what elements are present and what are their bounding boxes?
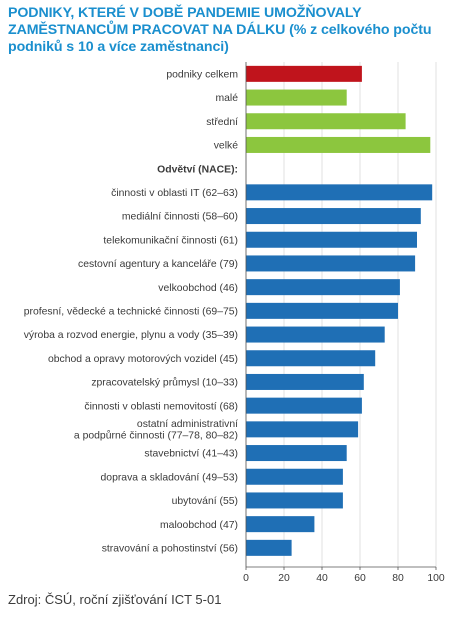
bar xyxy=(246,255,416,272)
category-label: výroba a rozvod energie, plynu a vody (3… xyxy=(24,330,238,341)
category-label: zpracovatelský průmysl (10–33) xyxy=(91,377,238,389)
bar xyxy=(246,89,347,106)
category-label: ubytování (55) xyxy=(172,496,238,507)
category-label: doprava a skladování (49–53) xyxy=(101,472,238,483)
category-label: mediální činnosti (58–60) xyxy=(122,212,238,223)
bar xyxy=(246,492,343,509)
bar xyxy=(246,445,347,462)
bar xyxy=(246,326,385,343)
category-label: podniky celkem xyxy=(166,69,238,80)
category-label: maloobchod (47) xyxy=(160,520,238,531)
category-label: profesní, vědecké a technické činnosti (… xyxy=(24,306,238,317)
category-label: činnosti v oblasti nemovitostí (68) xyxy=(84,401,238,412)
category-label: činnosti v oblasti IT (62–63) xyxy=(111,188,238,199)
x-tick-label: 0 xyxy=(243,573,249,584)
bar xyxy=(246,468,343,485)
bar xyxy=(246,113,406,130)
x-axis: 0 20 40 60 80 100 xyxy=(243,62,445,584)
bar xyxy=(246,516,315,533)
category-label: cestovní agentury a kanceláře (79) xyxy=(78,259,238,270)
category-labels: podniky celkem malé střední velké Odvětví (N… xyxy=(24,69,239,554)
x-tick-label: 100 xyxy=(427,573,445,584)
x-tick-label: 80 xyxy=(392,573,404,584)
category-label: obchod a opravy motorových vozidel (45) xyxy=(48,354,238,365)
bar xyxy=(246,350,376,367)
bar xyxy=(246,184,433,201)
category-label: střední xyxy=(206,117,238,128)
section-heading: Odvětví (NACE): xyxy=(157,164,238,175)
bar xyxy=(246,373,364,390)
bar xyxy=(246,539,292,556)
bar xyxy=(246,302,398,319)
category-label: telekomunikační činnosti (61) xyxy=(103,235,238,246)
category-label: stavebnictví (41–43) xyxy=(144,449,238,460)
source-note: Zdroj: ČSÚ, roční zjišťování ICT 5-01 xyxy=(8,592,222,607)
bar xyxy=(246,208,421,225)
bar xyxy=(246,136,431,153)
chart-bars xyxy=(246,65,433,556)
category-label: malé xyxy=(215,93,238,104)
bar xyxy=(246,279,400,296)
category-label: ostatní administrativní a podpůrné činnos… xyxy=(74,419,238,442)
category-label: velkoobchod (46) xyxy=(158,283,238,294)
bar xyxy=(246,421,359,438)
bar xyxy=(246,231,417,248)
x-tick-label: 40 xyxy=(316,573,328,584)
category-label: stravování a pohostinství (56) xyxy=(102,543,238,554)
x-tick-label: 60 xyxy=(354,573,366,584)
bar xyxy=(246,65,362,82)
x-tick-label: 20 xyxy=(278,573,290,584)
chart-title: PODNIKY, KTERÉ V DOBĚ PANDEMIE UMOŽŇOVAL… xyxy=(8,5,432,55)
bar xyxy=(246,397,362,414)
category-label: velké xyxy=(214,141,238,152)
